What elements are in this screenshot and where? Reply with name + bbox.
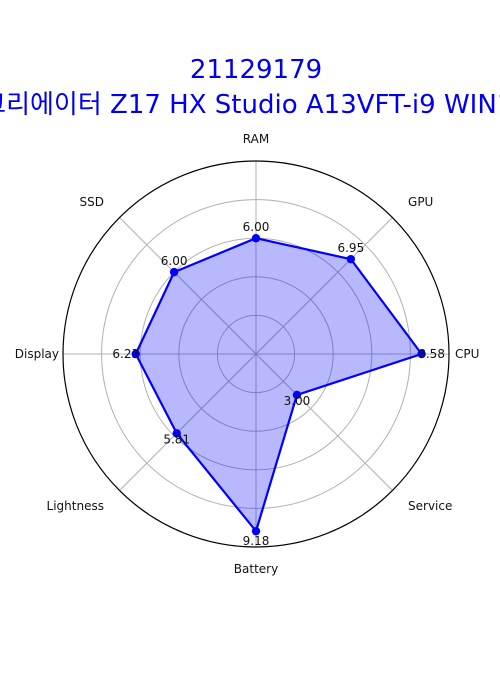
axis-label-service: Service bbox=[408, 499, 452, 513]
axis-label-display: Display bbox=[15, 347, 59, 361]
spoke-lightness bbox=[119, 353, 257, 491]
chart-title-line1: 21129179 bbox=[190, 55, 322, 85]
data-point-ssd bbox=[169, 267, 179, 277]
axis-label-cpu: CPU bbox=[455, 347, 479, 361]
value-label-service: 3.00 bbox=[284, 394, 311, 408]
value-label-gpu: 6.95 bbox=[337, 241, 364, 255]
axis-label-ssd: SSD bbox=[79, 195, 103, 209]
data-point-display bbox=[131, 349, 140, 359]
data-point-service bbox=[292, 390, 302, 400]
value-label-cpu: 8.58 bbox=[418, 347, 445, 361]
data-point-lightness bbox=[172, 429, 181, 438]
data-point-gpu bbox=[346, 254, 356, 264]
value-label-display: 6.23 bbox=[112, 347, 139, 361]
data-point-battery bbox=[251, 526, 261, 536]
axis-label-lightness: Lightness bbox=[47, 499, 104, 513]
value-label-lightness: 5.81 bbox=[163, 432, 190, 446]
data-layer bbox=[131, 234, 426, 536]
axis-label-battery: Battery bbox=[234, 562, 278, 576]
spoke-gpu bbox=[255, 217, 393, 355]
value-label-battery: 9.18 bbox=[243, 534, 270, 548]
chart-title-line2: 크리에이터 Z17 HX Studio A13VFT-i9 WIN11 bbox=[0, 90, 500, 120]
outer-ring bbox=[62, 160, 450, 548]
value-label-ram: 6.00 bbox=[243, 220, 270, 234]
value-label-ssd: 6.00 bbox=[161, 254, 188, 268]
spoke-service bbox=[255, 353, 393, 491]
axis-label-gpu: GPU bbox=[408, 195, 433, 209]
axis-label-ram: RAM bbox=[243, 132, 269, 146]
grid-layer bbox=[62, 160, 450, 548]
data-point-ram bbox=[251, 234, 261, 243]
spoke-ssd bbox=[119, 217, 257, 355]
data-point-cpu bbox=[417, 349, 426, 359]
label-layer: CPU GPU RAM SSD Display Lightness Battery Servi… bbox=[15, 132, 480, 576]
